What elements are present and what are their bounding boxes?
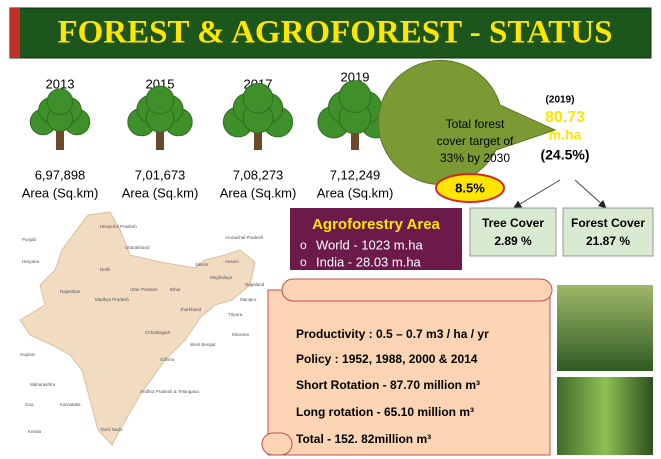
state-label: Maharashtra [30, 382, 56, 387]
state-label: Andhra Pradesh & Telangana [140, 389, 199, 394]
state-label: Tripura [228, 312, 243, 317]
state-label: Odisha [160, 357, 175, 362]
area-value: 7,01,673 [135, 167, 186, 182]
title: FOREST & AGROFOREST - STATUS [57, 15, 612, 51]
target-label: cover target of [437, 134, 514, 148]
forest-cover-title: Forest Cover [571, 216, 645, 230]
state-label: Goa [25, 402, 34, 407]
area-unit: Area (Sq.km) [220, 185, 297, 200]
state-label: Bihar [170, 287, 181, 292]
tree-crown [146, 86, 174, 114]
state-label: West Bengal [190, 342, 215, 347]
tree-crown [339, 81, 371, 113]
state-label: Gujarat [20, 352, 36, 357]
scroll-roll [282, 279, 552, 301]
banner-edge [10, 8, 20, 58]
state-label: Sikkim [195, 262, 209, 267]
area-unit: Area (Sq.km) [122, 185, 199, 200]
state-label: Rajasthan [60, 289, 81, 294]
state-label: Meghalaya [210, 275, 233, 280]
tree-cover-value: 2.89 % [494, 234, 532, 248]
tree-cover-title: Tree Cover [482, 216, 544, 230]
tree-crown [243, 83, 273, 113]
area-unit: Area (Sq.km) [22, 185, 99, 200]
target-label: 33% by 2030 [440, 151, 510, 165]
bullet: o [300, 255, 307, 269]
state-label: Mizoram [232, 332, 250, 337]
pie-share: (24.5%) [540, 147, 589, 163]
scroll-row: Total - 152. 82million m³ [296, 432, 431, 446]
plantation-photo [557, 377, 653, 455]
pie-value: 80.73 [545, 109, 585, 126]
state-label: Punjab [22, 237, 37, 242]
agroforestry-item: World - 1023 m.ha [316, 237, 423, 252]
target-label: Total forest [446, 117, 505, 131]
tree-crown [47, 89, 73, 115]
state-label: Nagaland [245, 282, 265, 287]
state-label: Uttar Pradesh [130, 287, 158, 292]
agroforestry-item: India - 28.03 m.ha [316, 254, 422, 269]
scroll-row: Productivity : 0.5 – 0.7 m3 / ha / yr [296, 327, 489, 341]
state-label: Karnataka [60, 402, 81, 407]
pie-unit: m.ha [549, 127, 582, 143]
forest-cover-value: 21.87 % [586, 234, 630, 248]
area-value: 6,97,898 [35, 167, 86, 182]
agroforestry-title: Agroforestry Area [312, 216, 440, 233]
forest-photo [557, 285, 653, 371]
area-value: 7,08,273 [233, 167, 284, 182]
scroll [268, 290, 550, 455]
gap-value: 8.5% [455, 180, 485, 195]
state-label: Chhattisgarh [145, 330, 171, 335]
infographic: FOREST & AGROFOREST - STATUS 20136,97,89… [0, 0, 661, 459]
area-value: 7,12,249 [330, 167, 381, 182]
state-label: Jharkhand [180, 307, 202, 312]
state-label: Assam [225, 259, 239, 264]
state-label: Kerala [28, 429, 42, 434]
scroll-row: Policy : 1952, 1988, 2000 & 2014 [296, 352, 478, 366]
area-unit: Area (Sq.km) [317, 185, 394, 200]
state-label: Madhya Pradesh [95, 297, 130, 302]
pie-year: (2019) [546, 95, 575, 106]
state-label: Tamil Nadu [100, 427, 123, 432]
state-label: Arunachal Pradesh [225, 235, 264, 240]
scroll-row: Long rotation - 65.10 million m³ [296, 405, 474, 419]
state-label: Manipur [240, 297, 257, 302]
state-label: Haryana [22, 259, 40, 264]
scroll-row: Short Rotation - 87.70 million m³ [296, 378, 480, 392]
state-label: Himachal Pradesh [100, 224, 137, 229]
scroll-roll [262, 433, 292, 455]
state-label: Delhi [100, 267, 110, 272]
bullet: o [300, 238, 307, 252]
state-label: Uttarakhand [125, 245, 150, 250]
